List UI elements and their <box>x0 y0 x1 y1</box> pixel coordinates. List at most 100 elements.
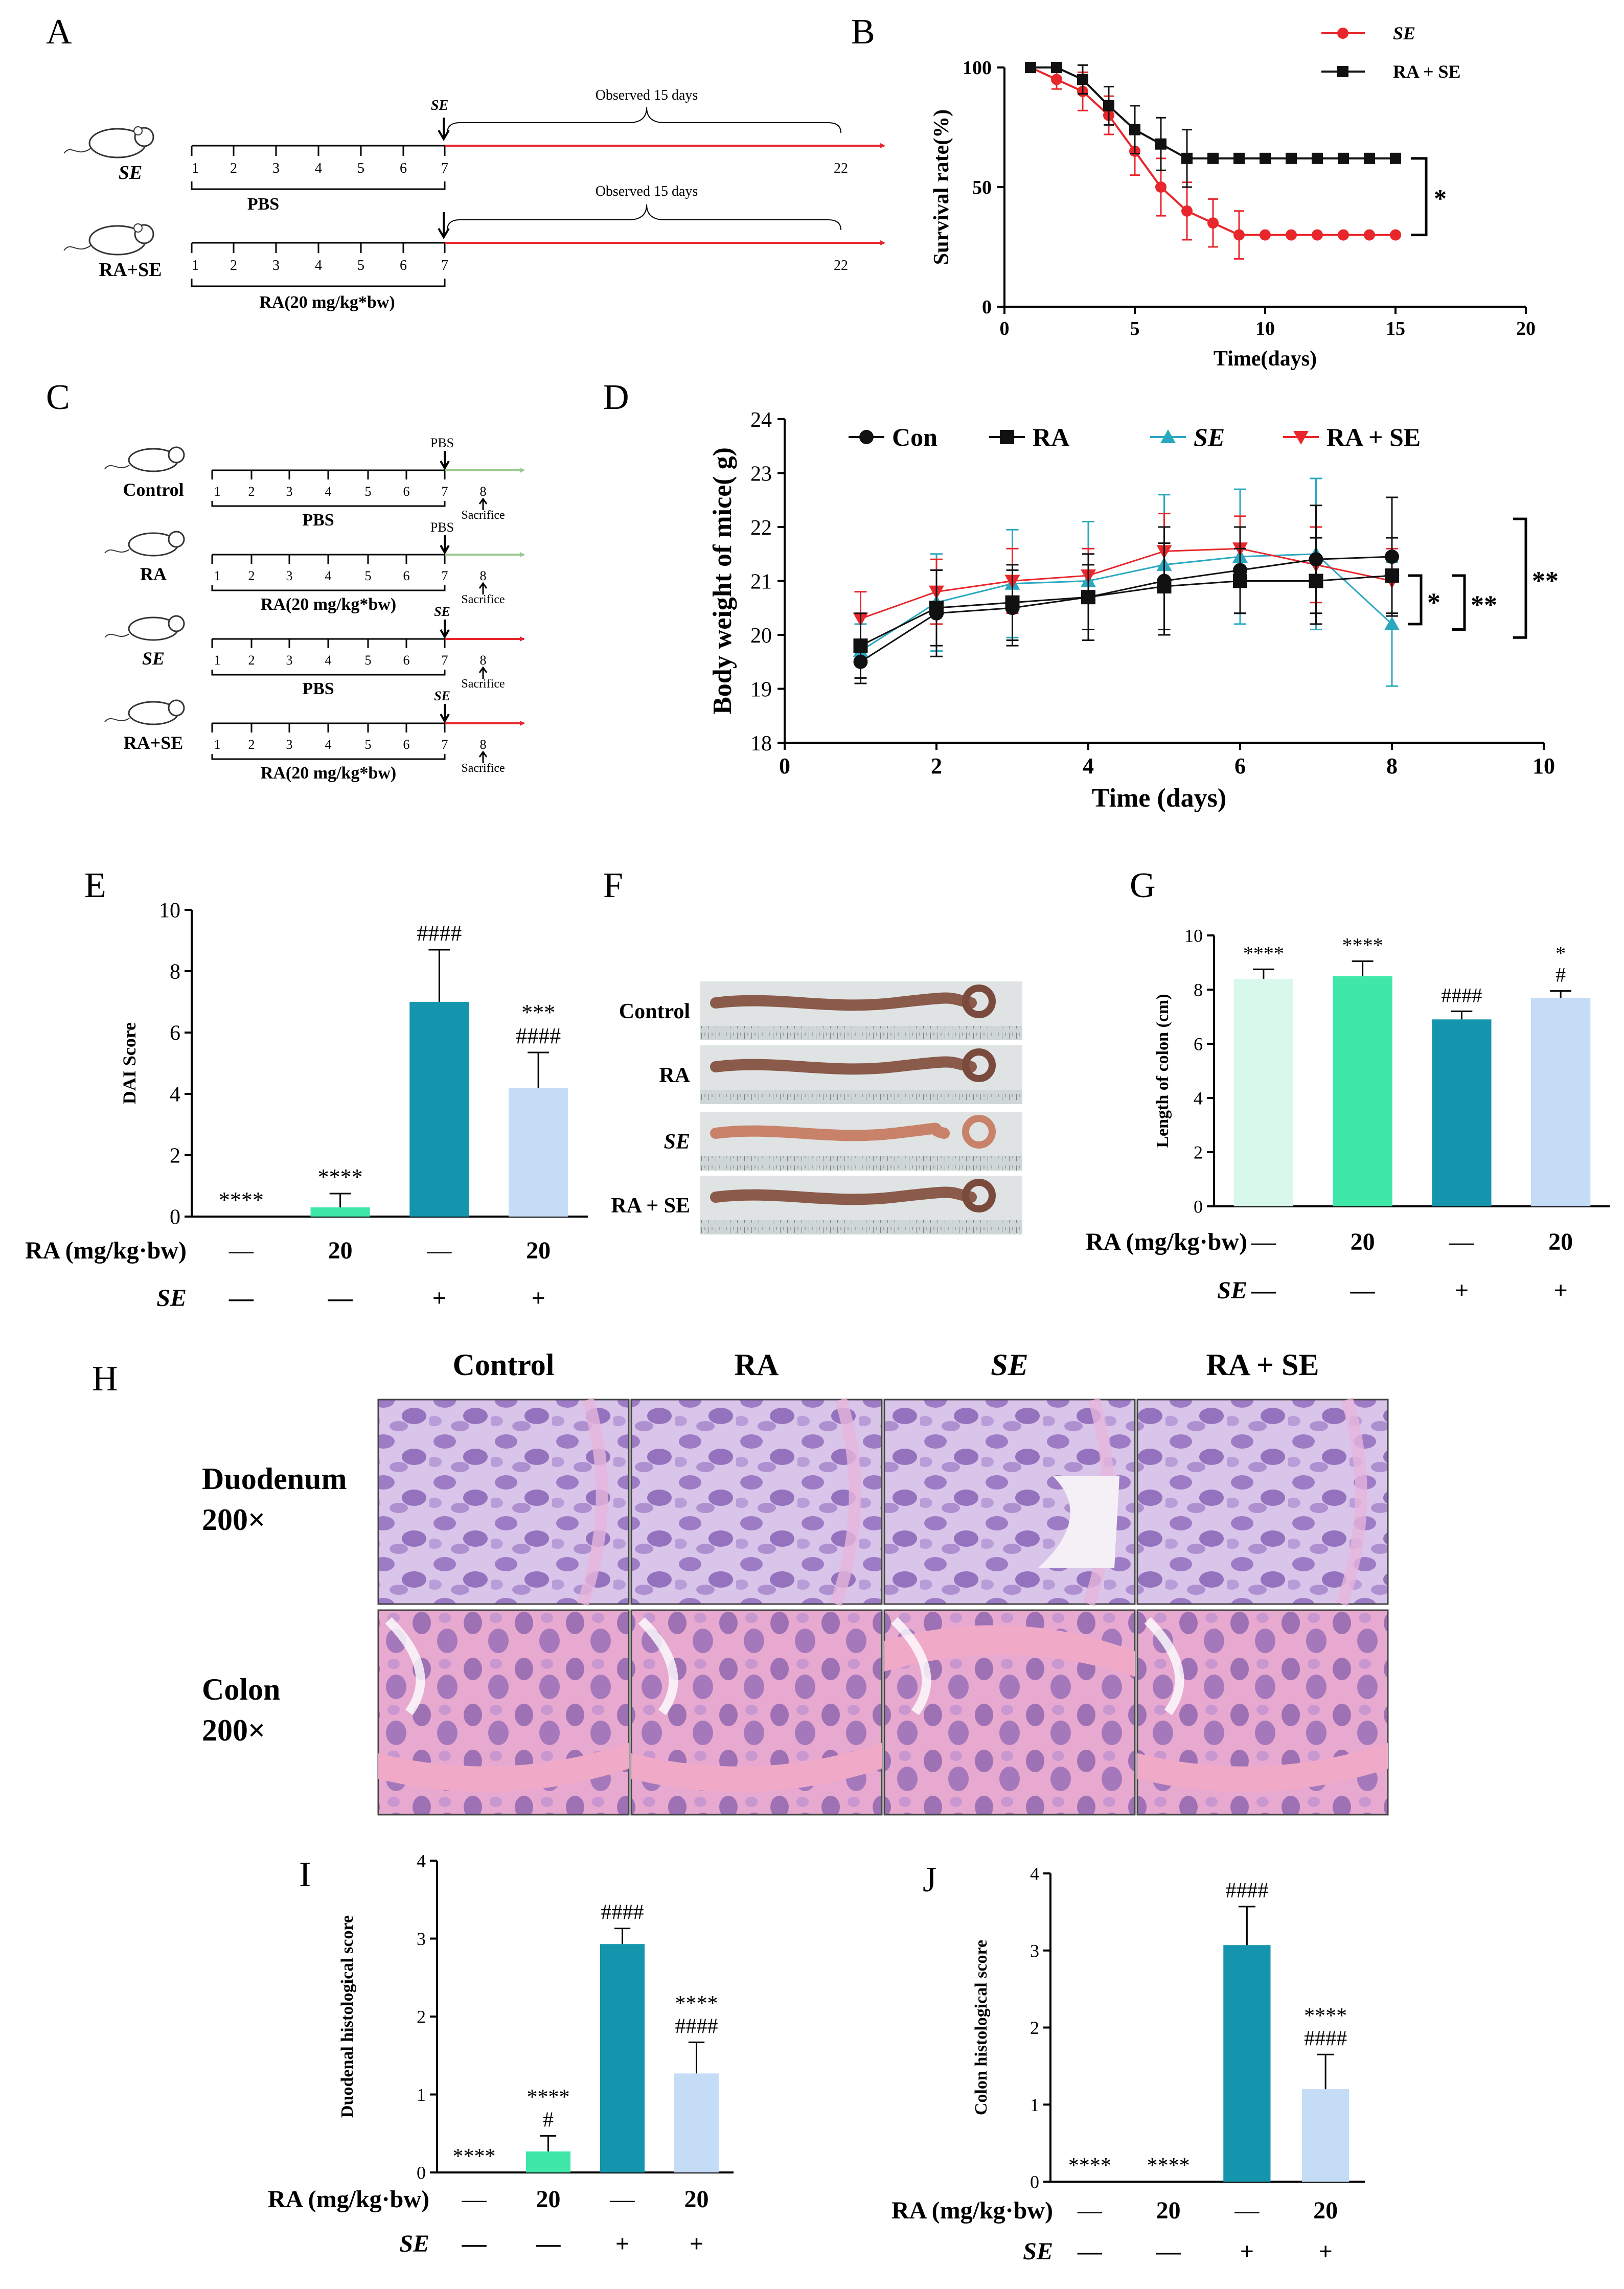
mouse-tail <box>104 633 130 638</box>
y-tick-label: 2 <box>1030 2018 1039 2038</box>
day-label: 1 <box>214 568 221 583</box>
significance-label: #### <box>417 921 462 946</box>
challenge-marker: SE <box>431 98 448 113</box>
day-label: 8 <box>480 484 487 499</box>
day-label: 2 <box>248 568 255 583</box>
data-point <box>1260 229 1271 241</box>
panel-f: F Control RA SE RA + SE <box>603 866 1022 1234</box>
day-label: 4 <box>325 653 332 668</box>
y-tick-label: 19 <box>750 678 772 702</box>
row-label: Control <box>619 1000 690 1023</box>
panel-label-d: D <box>603 378 629 417</box>
bar <box>1223 1945 1271 2182</box>
y-tick-label: 3 <box>417 1929 426 1949</box>
mouse-icon <box>104 699 185 725</box>
muscle-layer <box>378 1743 629 1792</box>
day-label: 8 <box>480 653 487 668</box>
bar <box>600 1944 645 2172</box>
day-label: 5 <box>365 653 372 668</box>
row-label: SE <box>156 1285 187 1312</box>
row-value: — <box>462 2186 487 2213</box>
treatment-label: PBS <box>302 511 334 530</box>
row-value: — <box>1449 1228 1474 1255</box>
timeline-row: Control 1 2 3 4 5 6 7 PBS PBS 8 Sacrifice <box>104 436 525 530</box>
colon-photos: Control RA SE RA + SE <box>611 981 1022 1234</box>
mouse-icon <box>104 531 185 557</box>
row-value: — <box>328 1285 353 1312</box>
x-tick-label: 2 <box>931 753 942 779</box>
challenge-marker: SE <box>434 689 450 703</box>
day-label: 5 <box>357 258 364 273</box>
row-value: + <box>615 2230 629 2257</box>
significance-label: **** <box>1304 2004 1347 2028</box>
row-value: — <box>1077 2197 1103 2224</box>
row-value: + <box>432 1285 446 1312</box>
data-point <box>853 654 868 669</box>
row-label: SE <box>399 2230 429 2257</box>
row-value: — <box>426 1237 452 1264</box>
legend-label: RA + SE <box>1393 61 1461 82</box>
lumen <box>1038 1476 1119 1568</box>
row-value: — <box>610 2186 635 2213</box>
day-label: 5 <box>365 568 372 583</box>
mouse-icon <box>104 446 185 472</box>
legend-marker <box>859 430 874 444</box>
row-value: — <box>536 2230 561 2257</box>
column-header: RA + SE <box>1206 1348 1319 1382</box>
day-label: 2 <box>248 737 255 752</box>
panel-label-g: G <box>1130 866 1156 905</box>
y-tick-label: 4 <box>170 1083 180 1107</box>
significance-label: * <box>1556 942 1566 965</box>
y-tick-label: 4 <box>1194 1088 1203 1109</box>
data-point <box>1309 552 1323 567</box>
sacrifice-arrow <box>478 582 488 594</box>
group-label: RA+SE <box>124 733 184 753</box>
x-tick-label: 0 <box>1000 318 1010 339</box>
panel-label-c: C <box>46 378 70 417</box>
data-point <box>1286 152 1297 164</box>
magnification-label: 200× <box>202 1713 265 1747</box>
row-label: SE <box>1023 2238 1053 2265</box>
day-label: 8 <box>480 568 487 583</box>
significance-label: **** <box>1243 942 1284 965</box>
day-label: 7 <box>442 484 448 499</box>
histology-image <box>1136 1398 1389 1606</box>
photo-row: RA + SE <box>611 1176 1022 1234</box>
mouse-icon <box>104 615 185 641</box>
day-label: 3 <box>272 161 280 176</box>
y-tick-label: 0 <box>1194 1197 1203 1217</box>
day-label: 2 <box>230 161 237 176</box>
significance-label: #### <box>1225 1879 1268 1903</box>
row-value: 20 <box>1548 1228 1573 1255</box>
y-tick-label: 10 <box>1184 926 1203 946</box>
mouse-tail <box>104 718 130 722</box>
treatment-bracket <box>211 670 446 676</box>
photo-row: RA <box>659 1045 1022 1104</box>
challenge-marker: PBS <box>430 520 454 535</box>
day-label: 6 <box>403 568 410 583</box>
y-tick-label: 0 <box>170 1206 180 1229</box>
day-label: 7 <box>441 258 448 273</box>
lumen <box>1144 1617 1184 1715</box>
series-line <box>860 553 1393 652</box>
x-tick-label: 0 <box>779 753 790 779</box>
row-value: — <box>228 1237 254 1264</box>
data-point <box>1051 62 1062 73</box>
bar <box>509 1088 568 1217</box>
row-value: — <box>1156 2238 1181 2265</box>
series-line <box>860 556 1392 663</box>
treatment-label: RA(20 mg/kg*bw) <box>261 595 396 614</box>
ruler <box>700 1090 1022 1104</box>
treatment-bracket <box>211 754 446 760</box>
muscle-layer <box>830 1398 861 1606</box>
significance-label: **** <box>318 1164 363 1189</box>
cecum <box>962 985 996 1018</box>
significance-label: *** <box>521 1000 555 1025</box>
significance-label: **** <box>675 1992 718 2016</box>
x-tick-label: 10 <box>1532 753 1555 779</box>
data-point <box>1390 152 1401 164</box>
y-tick-label: 4 <box>417 1851 426 1871</box>
row-value: 20 <box>1351 1228 1375 1255</box>
